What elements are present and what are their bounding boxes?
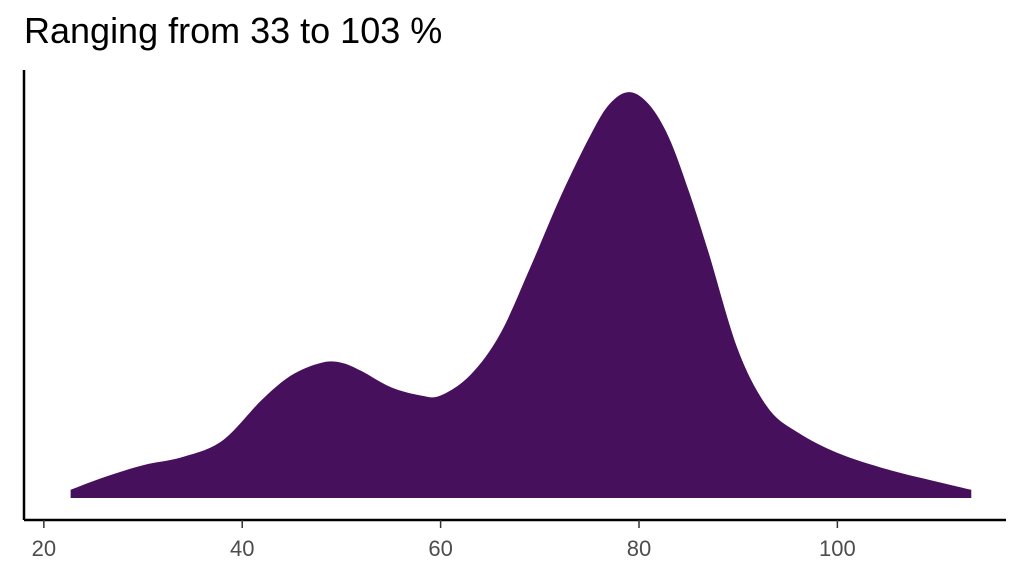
x-tick-label: 20 xyxy=(32,536,56,561)
x-ticks: 20 40 60 80 100 xyxy=(32,520,856,561)
x-tick-label: 100 xyxy=(819,536,856,561)
x-tick-label: 80 xyxy=(627,536,651,561)
plot-area xyxy=(70,92,972,498)
density-area-series-0 xyxy=(70,92,972,498)
chart-title: Ranging from 33 to 103 % xyxy=(24,10,443,51)
x-tick-label: 40 xyxy=(230,536,254,561)
x-tick-label: 60 xyxy=(428,536,452,561)
